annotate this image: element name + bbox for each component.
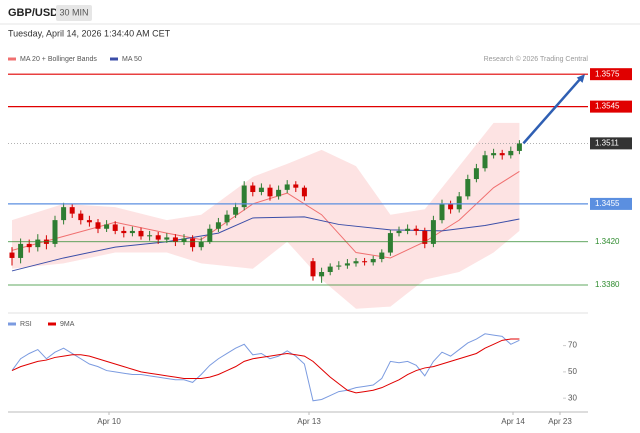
candle-body [491,153,497,156]
candle-body [190,238,196,248]
candle-body [61,207,67,221]
candle-body [284,184,290,190]
candle-body [267,187,273,197]
candle-body [387,233,393,253]
candle-body [258,187,264,193]
candle-body [353,261,359,264]
candle-body [413,228,419,231]
candle-body [181,238,187,242]
candle-body [276,189,282,197]
candle-body [430,220,436,244]
candle-body [250,185,256,193]
candle-body [405,228,411,231]
symbol: GBP/USD [8,7,58,19]
rsi-line [11,333,520,402]
candle-body [310,261,316,277]
price-label: 1.3455 [595,199,620,208]
interval: 30 MIN [59,7,88,17]
price-label: 1.3511 [595,138,619,147]
candle-body [18,243,24,258]
x-tick-label: Apr 23 [548,417,572,426]
candle-body [207,228,213,242]
price-label-box [590,197,632,210]
datetime: Tuesday, April 14, 2026 1:34:40 AM CET [8,28,171,38]
candle-body [172,237,178,242]
candle-body [473,168,479,180]
candle-body [499,153,505,156]
candle-body [78,213,84,221]
candle-body [215,222,221,229]
candle-body [422,230,428,244]
interval-badge [56,5,92,21]
candle-body [198,241,204,248]
candle-body [224,214,230,223]
candle-body [293,184,299,188]
legend-label: RSI [20,321,32,328]
candle-body [396,230,402,234]
candle-body [241,185,247,208]
candle-body [86,220,92,223]
legend-label: MA 20 + Bollinger Bands [20,56,97,63]
candle-body [121,230,127,234]
price-label-box [590,100,632,113]
candle-body [138,230,144,237]
price-label: 1.3420 [595,237,620,246]
candle-body [35,239,41,248]
candle-body [456,196,462,210]
candle-body [233,207,239,215]
y-tick-label: 70 [568,341,577,350]
candle-body [301,187,307,197]
x-tick-label: Apr 13 [297,417,321,426]
candle-body [379,252,385,260]
candle-body [69,207,75,214]
candle-body [362,261,368,263]
y-tick-label: 50 [568,367,577,376]
candle-body [336,265,342,267]
credit: Research © 2026 Trading Central [484,55,589,63]
rsi-line [11,338,520,394]
candle-body [147,235,153,237]
candle-body [52,220,58,244]
price-label-box [590,137,632,150]
candle-body [516,143,522,151]
candle-body [448,203,454,210]
candle-body [164,237,170,240]
candle-body [465,179,471,197]
y-tick-label: 30 [568,393,577,402]
moving-average [11,216,520,272]
candle-body [508,150,514,156]
candle-body [104,224,110,229]
candle-body [439,203,445,221]
price-label-box [590,68,632,81]
x-tick-label: Apr 10 [97,417,121,426]
price-label: 1.3575 [595,69,620,78]
candle-body [370,259,376,263]
legend-label: 9MA [60,321,75,328]
x-tick-label: Apr 14 [501,417,525,426]
candle-body [344,263,350,266]
forecast-arrowhead [576,74,585,83]
candle-body [129,230,135,234]
forecast-arrow [522,78,581,145]
bollinger-band [12,122,520,309]
candle-body [9,252,15,258]
candle-body [95,222,101,229]
candle-body [26,243,32,248]
candle-body [155,235,161,240]
candle-body [482,155,488,169]
price-label: 1.3380 [595,280,620,289]
candle-body [319,272,325,277]
legend-label: MA 50 [122,56,142,63]
candle-body [327,266,333,273]
candle-body [112,224,118,231]
price-label: 1.3545 [595,102,620,111]
